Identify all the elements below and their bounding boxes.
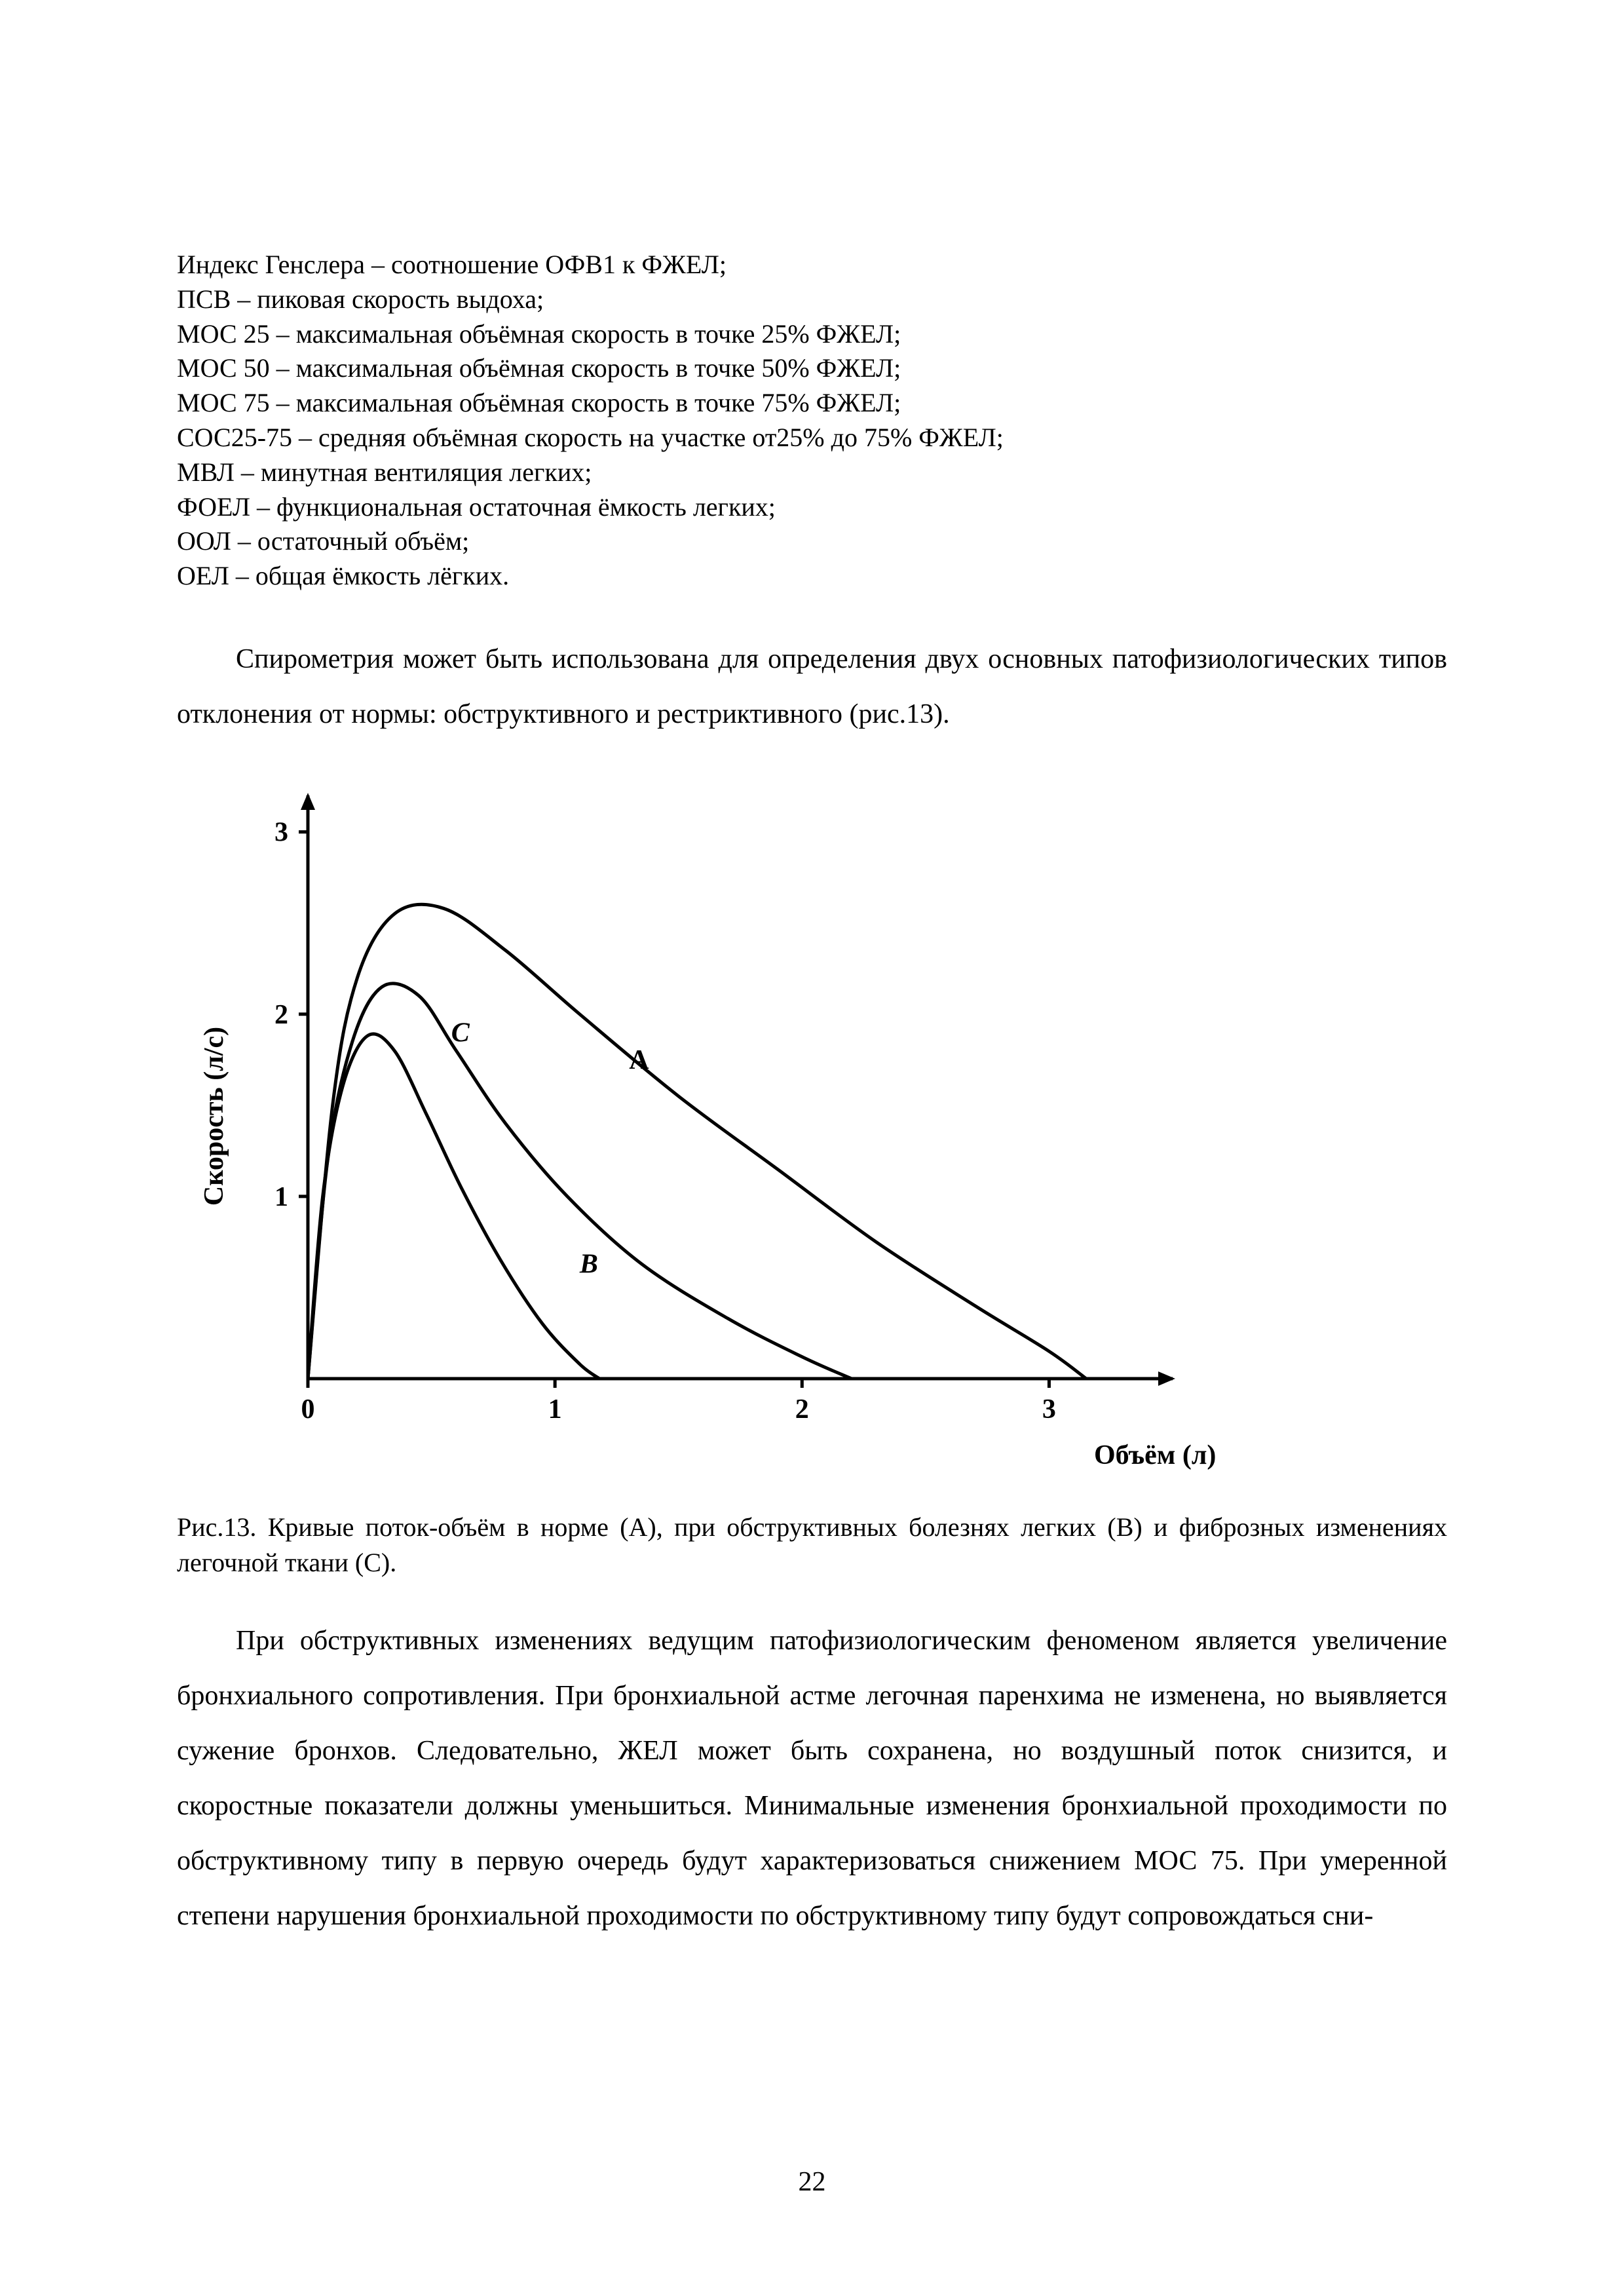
curve-C [308, 1034, 599, 1379]
svg-text:3: 3 [274, 818, 288, 848]
page-number: 22 [0, 2166, 1624, 2198]
curve-label-A: A [629, 1045, 649, 1075]
svg-text:3: 3 [1042, 1394, 1056, 1425]
curve-label-C: C [451, 1018, 470, 1048]
curve-label-B: B [579, 1250, 598, 1280]
flow-volume-chart: 0 1 2 3 1 2 3 Объём (л) Скорость (л/с) A B C [177, 769, 1225, 1490]
intro-paragraph: Спирометрия может быть использована для … [177, 632, 1447, 742]
definition-item: МОС 25 – максимальная объёмная скорость … [177, 318, 1447, 351]
definition-item: ООЛ – остаточный объём; [177, 526, 1447, 558]
svg-text:2: 2 [795, 1394, 809, 1425]
figure-caption: Рис.13. Кривые поток-объём в норме (А), … [177, 1510, 1447, 1580]
curve-A [308, 904, 1086, 1379]
svg-text:Скорость (л/с): Скорость (л/с) [199, 1027, 229, 1206]
definition-item: СОС25-75 – средняя объёмная скорость на … [177, 422, 1447, 454]
svg-text:1: 1 [548, 1394, 562, 1425]
definition-item: МВЛ – минутная вентиляция легких; [177, 457, 1447, 489]
definition-item: Индекс Генслера – соотношение ОФВ1 к ФЖЕ… [177, 249, 1447, 281]
definitions-list: Индекс Генслера – соотношение ОФВ1 к ФЖЕ… [177, 249, 1447, 592]
svg-text:2: 2 [274, 1000, 288, 1030]
body-paragraph: При обструктивных изменениях ведущим пат… [177, 1613, 1447, 1943]
figure-flow-volume: 0 1 2 3 1 2 3 Объём (л) Скорость (л/с) A B C [177, 769, 1447, 1490]
definition-item: ФОЕЛ – функциональная остаточная ёмкость… [177, 491, 1447, 524]
page: Индекс Генслера – соотношение ОФВ1 к ФЖЕ… [0, 0, 1624, 2296]
definition-item: МОС 75 – максимальная объёмная скорость … [177, 387, 1447, 419]
svg-text:1: 1 [274, 1182, 288, 1212]
svg-text:Объём (л): Объём (л) [1094, 1440, 1216, 1470]
svg-text:0: 0 [301, 1394, 315, 1425]
definition-item: ПСВ – пиковая скорость выдоха; [177, 284, 1447, 316]
definition-item: ОЕЛ – общая ёмкость лёгких. [177, 560, 1447, 592]
definition-item: МОС 50 – максимальная объёмная скорость … [177, 353, 1447, 385]
